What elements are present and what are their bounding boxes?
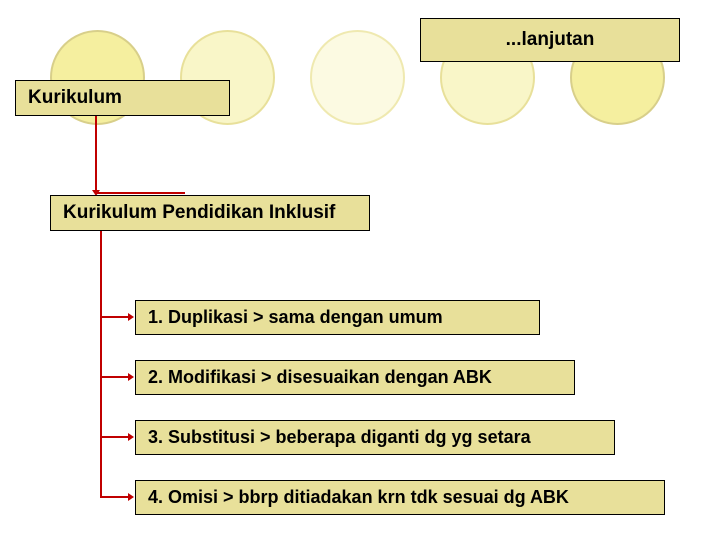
circle-3: [310, 30, 405, 125]
box-item3: 3. Substitusi > beberapa diganti dg yg s…: [135, 420, 615, 455]
label-item1: 1. Duplikasi > sama dengan umum: [148, 307, 443, 327]
arrow-b1: [128, 313, 134, 321]
box-lanjutan: ...lanjutan: [420, 18, 680, 62]
label-sub: Kurikulum Pendidikan Inklusif: [63, 202, 335, 223]
conn-b4: [100, 496, 130, 498]
conn-root-h: [95, 192, 185, 194]
arrow-b4: [128, 493, 134, 501]
label-item4: 4. Omisi > bbrp ditiadakan krn tdk sesua…: [148, 487, 569, 507]
box-item1: 1. Duplikasi > sama dengan umum: [135, 300, 540, 335]
box-item4: 4. Omisi > bbrp ditiadakan krn tdk sesua…: [135, 480, 665, 515]
label-item2: 2. Modifikasi > disesuaikan dengan ABK: [148, 367, 492, 387]
box-root: Kurikulum: [15, 80, 230, 116]
box-item2: 2. Modifikasi > disesuaikan dengan ABK: [135, 360, 575, 395]
conn-b1: [100, 316, 130, 318]
conn-b2: [100, 376, 130, 378]
conn-root-v: [95, 116, 97, 192]
arrow-b3: [128, 433, 134, 441]
conn-b3: [100, 436, 130, 438]
label-item3: 3. Substitusi > beberapa diganti dg yg s…: [148, 427, 531, 447]
box-sub: Kurikulum Pendidikan Inklusif: [50, 195, 370, 231]
label-lanjutan: ...lanjutan: [506, 29, 595, 50]
arrow-b2: [128, 373, 134, 381]
conn-trunk: [100, 231, 102, 496]
label-root: Kurikulum: [28, 87, 122, 108]
